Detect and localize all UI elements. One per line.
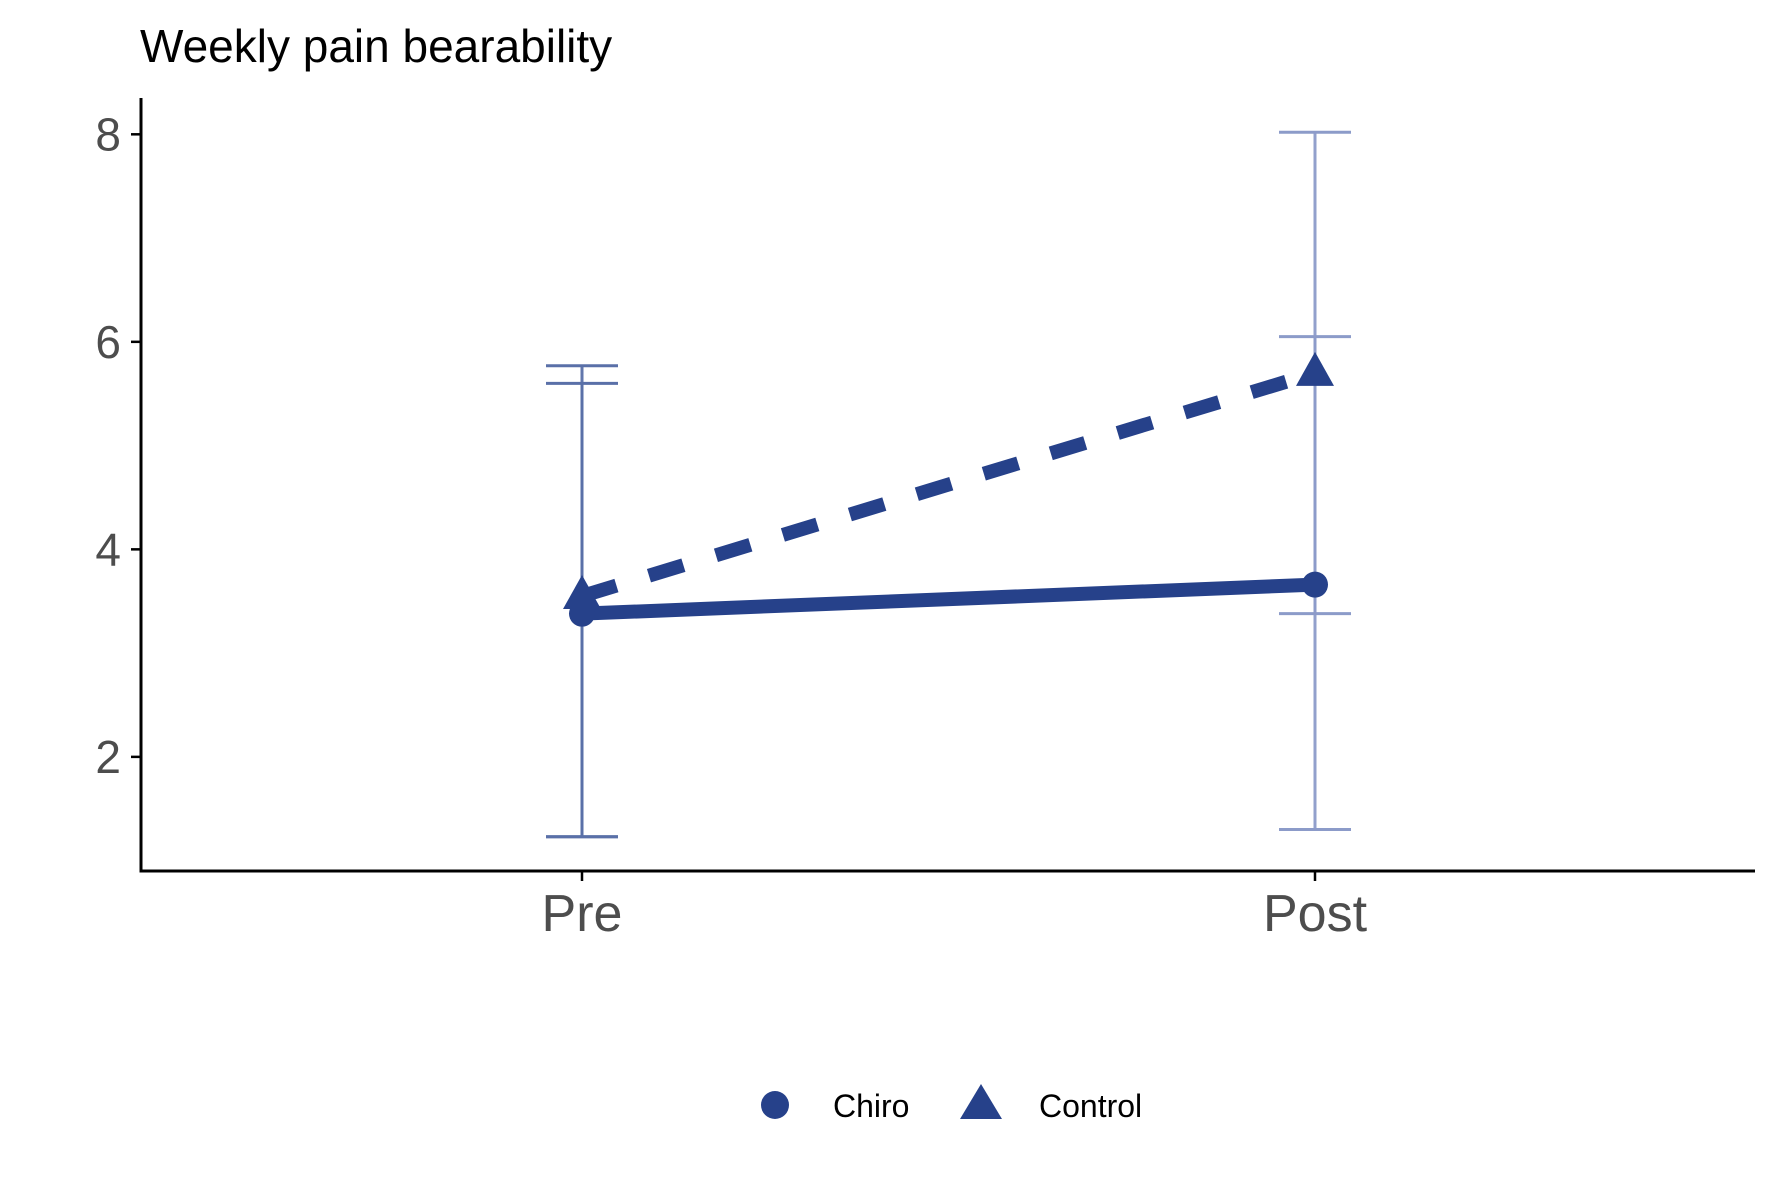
data-point-control xyxy=(563,574,601,609)
legend-marker-circle-icon xyxy=(761,1091,789,1119)
x-tick-label: Post xyxy=(1263,885,1368,943)
x-tick-label: Pre xyxy=(542,885,623,943)
legend-label-chiro: Chiro xyxy=(833,1088,909,1124)
y-tick-label: 2 xyxy=(95,731,121,783)
y-tick-label: 6 xyxy=(95,316,121,368)
data-point-chiro xyxy=(1302,571,1328,598)
plot-area: 2 4 6 8 Pre Post xyxy=(95,98,1755,943)
legend-label-control: Control xyxy=(1039,1088,1142,1124)
series-line-chiro xyxy=(581,577,1316,621)
data-point-control xyxy=(1296,351,1334,386)
chart-title: Weekly pain bearability xyxy=(140,20,612,72)
y-tick-label: 8 xyxy=(95,108,121,160)
y-tick-label: 4 xyxy=(95,523,121,575)
series-line-control xyxy=(579,366,1318,603)
legend: Chiro Control xyxy=(761,1084,1142,1124)
legend-marker-triangle-icon xyxy=(960,1084,1002,1119)
